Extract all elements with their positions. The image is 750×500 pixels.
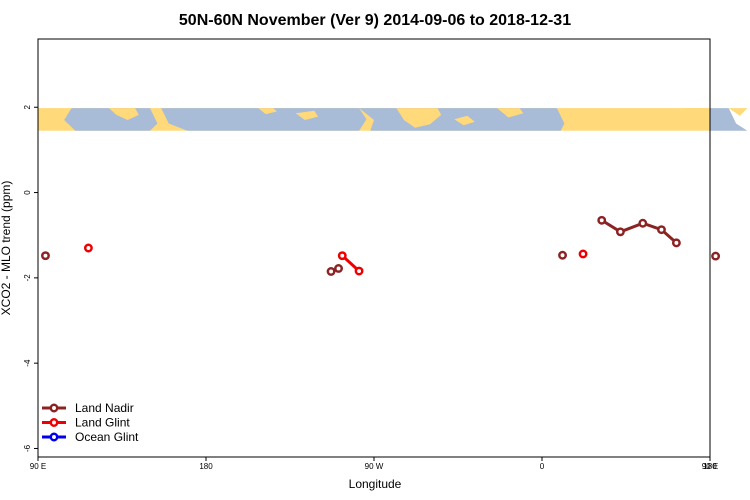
map-land-shape [454, 115, 475, 126]
map-land-shape [497, 108, 524, 118]
x-tick-label: 90 W [365, 462, 384, 471]
data-point [334, 264, 343, 273]
map-land-shape [728, 108, 748, 116]
x-tick-label: 0 [540, 462, 545, 471]
series-land-nadir [41, 215, 721, 276]
y-tick-label: 0 [23, 190, 32, 195]
legend-item: Ocean Glint [42, 430, 139, 444]
map-land-shape [396, 108, 442, 128]
x-tick-label: 90 E [30, 462, 46, 471]
map-land-shape [108, 108, 139, 120]
legend-marker [49, 403, 59, 413]
series-layer [41, 215, 721, 276]
data-point [354, 266, 364, 276]
data-point [578, 249, 588, 259]
map-ocean-shape [710, 108, 748, 131]
map-land-shape [295, 110, 318, 120]
data-point [558, 250, 567, 260]
legend-item: Land Glint [42, 416, 130, 430]
legend-label: Land Glint [75, 416, 130, 430]
data-point [326, 267, 336, 276]
data-point [337, 251, 347, 261]
x-tick-label: 180 [703, 462, 717, 471]
y-tick-label: -4 [23, 359, 32, 367]
map-land-shape [682, 108, 707, 123]
data-point [597, 215, 607, 225]
data-point [638, 218, 648, 228]
world-map-band [38, 108, 748, 131]
legend-marker [49, 432, 59, 442]
map-land-shape [258, 108, 277, 115]
y-tick-label: -2 [23, 274, 32, 282]
y-axis: 2 0 -2 -4 -6 [23, 104, 38, 452]
y-tick-label: -6 [23, 444, 32, 452]
data-point [711, 251, 721, 261]
data-point [41, 251, 50, 261]
x-tick-label: 180 [199, 462, 213, 471]
data-point [671, 238, 681, 248]
y-axis-label: XCO2 - MLO trend (ppm) [0, 181, 13, 316]
x-tick-label: 90 E [702, 462, 718, 471]
legend-marker [49, 418, 59, 427]
legend-item: Land Nadir [42, 401, 134, 415]
data-point [615, 227, 625, 237]
legend-label: Land Nadir [75, 401, 134, 415]
chart-title: 50N-60N November (Ver 9) 2014-09-06 to 2… [179, 12, 571, 29]
x-axis-label: Longitude [349, 477, 402, 491]
data-point [83, 243, 93, 253]
plot-frame [37, 38, 711, 458]
legend-label: Ocean Glint [75, 430, 139, 444]
y-tick-label: 2 [23, 104, 32, 109]
series-land-glint [83, 243, 588, 276]
data-point [657, 225, 666, 235]
map-ocean-shape [64, 108, 158, 131]
